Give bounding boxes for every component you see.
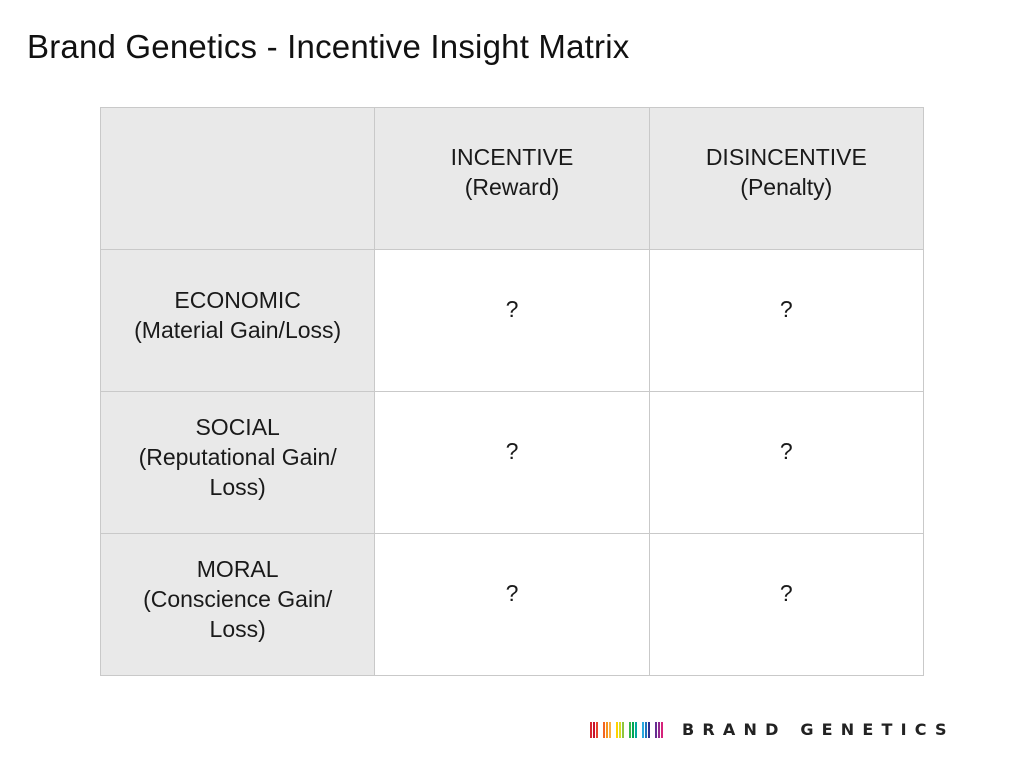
logo-bar — [661, 722, 663, 738]
row-header-title: ECONOMIC — [174, 286, 301, 313]
logo-wordmark: BRAND GENETICS — [682, 720, 955, 739]
matrix-corner-cell — [99, 107, 376, 250]
cell-value: ? — [779, 295, 793, 322]
row-header-subtitle: (Material Gain/Loss) — [134, 316, 342, 343]
row-header-title: SOCIAL — [195, 413, 280, 440]
row-header-subtitle-cont: Loss) — [209, 615, 266, 642]
logo-color-bars-icon — [590, 722, 664, 738]
logo-bar-gap — [651, 722, 654, 738]
logo-bar — [645, 722, 647, 738]
row-header-moral: MORAL (Conscience Gain/ Loss) — [99, 533, 376, 676]
column-header-subtitle: (Reward) — [464, 173, 560, 200]
logo-bar — [622, 722, 624, 738]
logo-bar — [596, 722, 598, 738]
logo-bar — [629, 722, 631, 738]
cell-economic-disincentive: ? — [648, 249, 925, 392]
logo-bar — [616, 722, 618, 738]
logo-bar — [655, 722, 657, 738]
logo-bar-gap — [599, 722, 602, 738]
column-header-incentive: INCENTIVE (Reward) — [374, 107, 650, 250]
row-header-social: SOCIAL (Reputational Gain/ Loss) — [99, 391, 376, 534]
row-header-subtitle: (Reputational Gain/ — [138, 443, 337, 470]
row-header-title: MORAL — [196, 555, 279, 582]
logo-bar — [632, 722, 634, 738]
logo-bar — [603, 722, 605, 738]
matrix-row-moral: MORAL (Conscience Gain/ Loss) ? ? — [99, 533, 925, 676]
logo-bar-gap — [625, 722, 628, 738]
incentive-matrix: INCENTIVE (Reward) DISINCENTIVE (Penalty… — [99, 107, 925, 676]
matrix-header-row: INCENTIVE (Reward) DISINCENTIVE (Penalty… — [99, 107, 925, 250]
cell-moral-incentive: ? — [374, 533, 650, 676]
logo-bar — [593, 722, 595, 738]
row-header-subtitle-cont: Loss) — [209, 473, 266, 500]
slide-title: Brand Genetics - Incentive Insight Matri… — [27, 28, 630, 65]
logo-bar — [590, 722, 592, 738]
matrix-row-social: SOCIAL (Reputational Gain/ Loss) ? ? — [99, 391, 925, 534]
brand-genetics-logo: BRAND GENETICS — [590, 722, 955, 738]
logo-bar — [619, 722, 621, 738]
column-header-subtitle: (Penalty) — [740, 173, 833, 200]
cell-value: ? — [505, 437, 519, 464]
logo-bar — [658, 722, 660, 738]
logo-bar — [642, 722, 644, 738]
cell-value: ? — [779, 437, 793, 464]
cell-economic-incentive: ? — [374, 249, 650, 392]
cell-moral-disincentive: ? — [648, 533, 925, 676]
cell-value: ? — [779, 579, 793, 606]
column-header-title: INCENTIVE — [450, 143, 574, 170]
logo-bar-gap — [638, 722, 641, 738]
matrix-row-economic: ECONOMIC (Material Gain/Loss) ? ? — [99, 249, 925, 392]
logo-bar — [648, 722, 650, 738]
row-header-economic: ECONOMIC (Material Gain/Loss) — [99, 249, 376, 392]
logo-bar — [609, 722, 611, 738]
cell-social-disincentive: ? — [648, 391, 925, 534]
cell-value: ? — [505, 579, 519, 606]
logo-bar — [635, 722, 637, 738]
row-header-subtitle: (Conscience Gain/ — [143, 585, 333, 612]
cell-social-incentive: ? — [374, 391, 650, 534]
column-header-title: DISINCENTIVE — [705, 143, 867, 170]
cell-value: ? — [505, 295, 519, 322]
column-header-disincentive: DISINCENTIVE (Penalty) — [648, 107, 925, 250]
logo-bar — [606, 722, 608, 738]
logo-bar-gap — [612, 722, 615, 738]
